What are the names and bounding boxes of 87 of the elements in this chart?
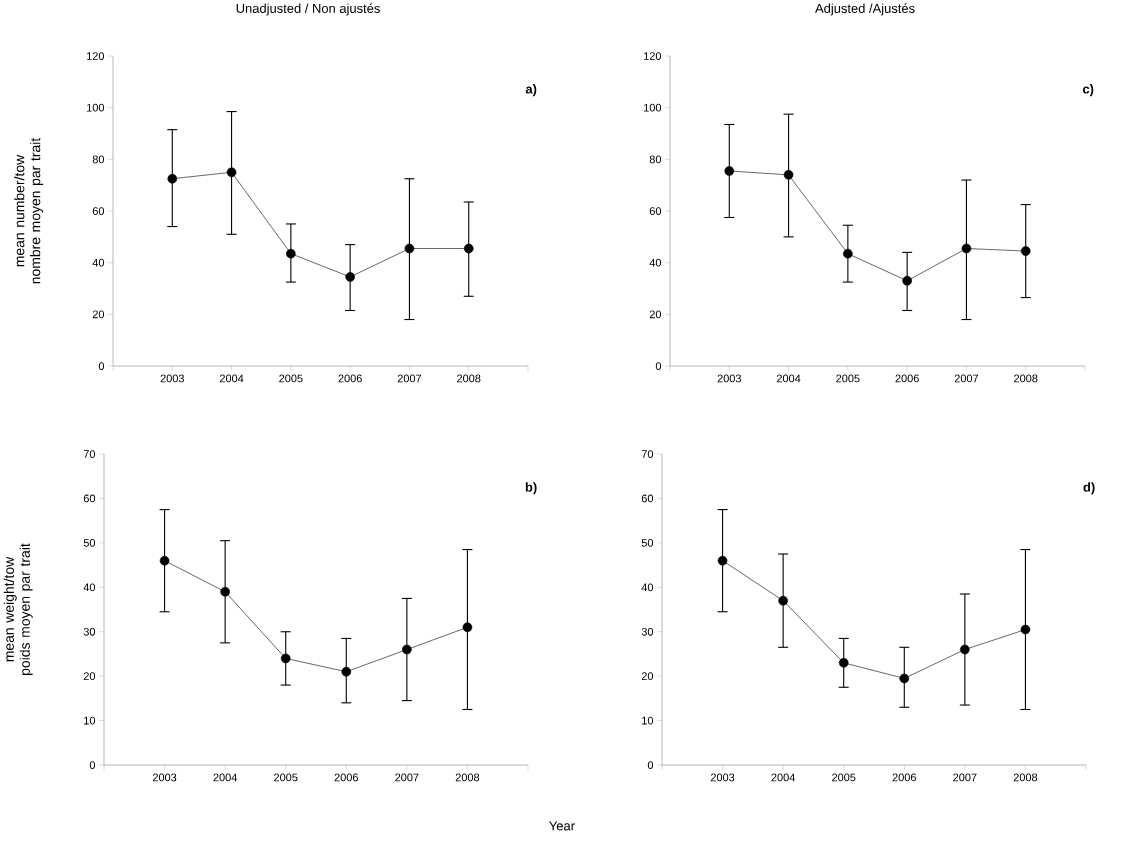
y-tick-label: 0 [647,761,654,769]
x-tick-label: 2008 [1014,374,1038,383]
point [345,272,355,282]
y-tick-label: 20 [641,672,654,681]
y-tick-label: 30 [83,627,96,636]
y-tick-label: 40 [649,258,662,267]
y-tick-label: 80 [649,155,662,164]
x-tick-label: 2007 [954,374,979,383]
point [783,170,794,180]
point [960,644,970,655]
point [902,275,912,286]
x-tick-label: 2003 [717,374,741,383]
x-tick-label: 2006 [334,773,358,782]
x-tick-label: 2007 [395,773,419,782]
point [404,243,415,254]
y-tick-label: 120 [644,52,662,60]
y-tick-label: 40 [641,583,654,592]
x-tick-label: 2006 [892,773,916,782]
x-tick-label: 2005 [274,773,298,782]
y-tick-label: 60 [649,207,662,215]
y-tick-label: 120 [87,52,105,60]
point [402,644,412,655]
annotation: b) [525,482,537,495]
point [341,666,352,677]
y-tick-label: 70 [641,450,654,458]
point [843,248,853,259]
annotation: d) [1083,482,1095,495]
x-tick-label: 2004 [776,374,801,383]
point [961,243,972,254]
y-tick-label: 100 [87,103,105,112]
y-tick-label: 20 [92,310,105,319]
point [838,658,849,668]
y-tick-label: 50 [83,539,96,547]
y-tick-label: 60 [641,494,654,503]
x-tick-label: 2004 [213,773,237,782]
y-tick-label: 80 [92,155,105,164]
x-tick-label: 2008 [457,374,481,383]
y-tick-label: 0 [655,362,662,370]
point [159,555,170,566]
y-tick-label: 10 [642,716,654,725]
y-tick-label: 70 [83,450,96,458]
y-tick-label: 0 [89,761,96,769]
point [280,653,291,664]
y-tick-label: 50 [641,539,654,547]
point [1020,624,1031,635]
x-tick-label: 2007 [953,773,977,782]
y-axis-title: mean number/tow nombre moyen par trait [14,137,44,284]
point [778,595,788,606]
y-tick-label: 60 [83,494,96,503]
point [717,555,728,566]
point [899,673,910,684]
point [463,243,474,254]
y-tick-label: 20 [649,310,662,319]
y-tick-label: 60 [92,207,105,215]
point [220,586,230,597]
annotation: a) [525,84,537,97]
x-tick-label: 2004 [771,773,795,782]
point [462,622,473,633]
chart-title: Adjusted /Ajustés [815,3,915,16]
annotation: c) [1082,84,1094,97]
y-tick-label: 20 [83,672,96,681]
point [167,173,178,184]
x-tick-label: 2008 [455,773,480,782]
y-tick-label: 30 [641,627,654,636]
x-tick-label: 2003 [152,773,177,782]
x-tick-label: 2008 [1013,773,1038,782]
x-axis-title: Year [549,821,575,831]
y-tick-label: 10 [84,716,96,725]
x-tick-label: 2007 [397,374,422,383]
x-tick-label: 2005 [836,374,860,383]
y-tick-label: 100 [644,103,662,112]
x-tick-label: 2005 [279,374,303,383]
chart-title: Unadjusted / Non ajustés [236,3,380,16]
point [1020,246,1031,256]
x-tick-label: 2006 [895,374,919,383]
y-tick-label: 40 [92,258,105,267]
x-tick-label: 2005 [832,773,856,782]
x-tick-label: 2003 [710,773,735,782]
point [226,167,237,178]
y-axis-title: mean weight/tow poids moyen par trait [3,543,33,675]
y-tick-label: 40 [83,583,96,592]
point [724,166,735,176]
y-tick-label: 0 [98,362,105,370]
x-tick-label: 2003 [160,374,184,383]
x-tick-label: 2004 [219,374,244,383]
x-tick-label: 2006 [338,374,362,383]
point [286,248,296,259]
